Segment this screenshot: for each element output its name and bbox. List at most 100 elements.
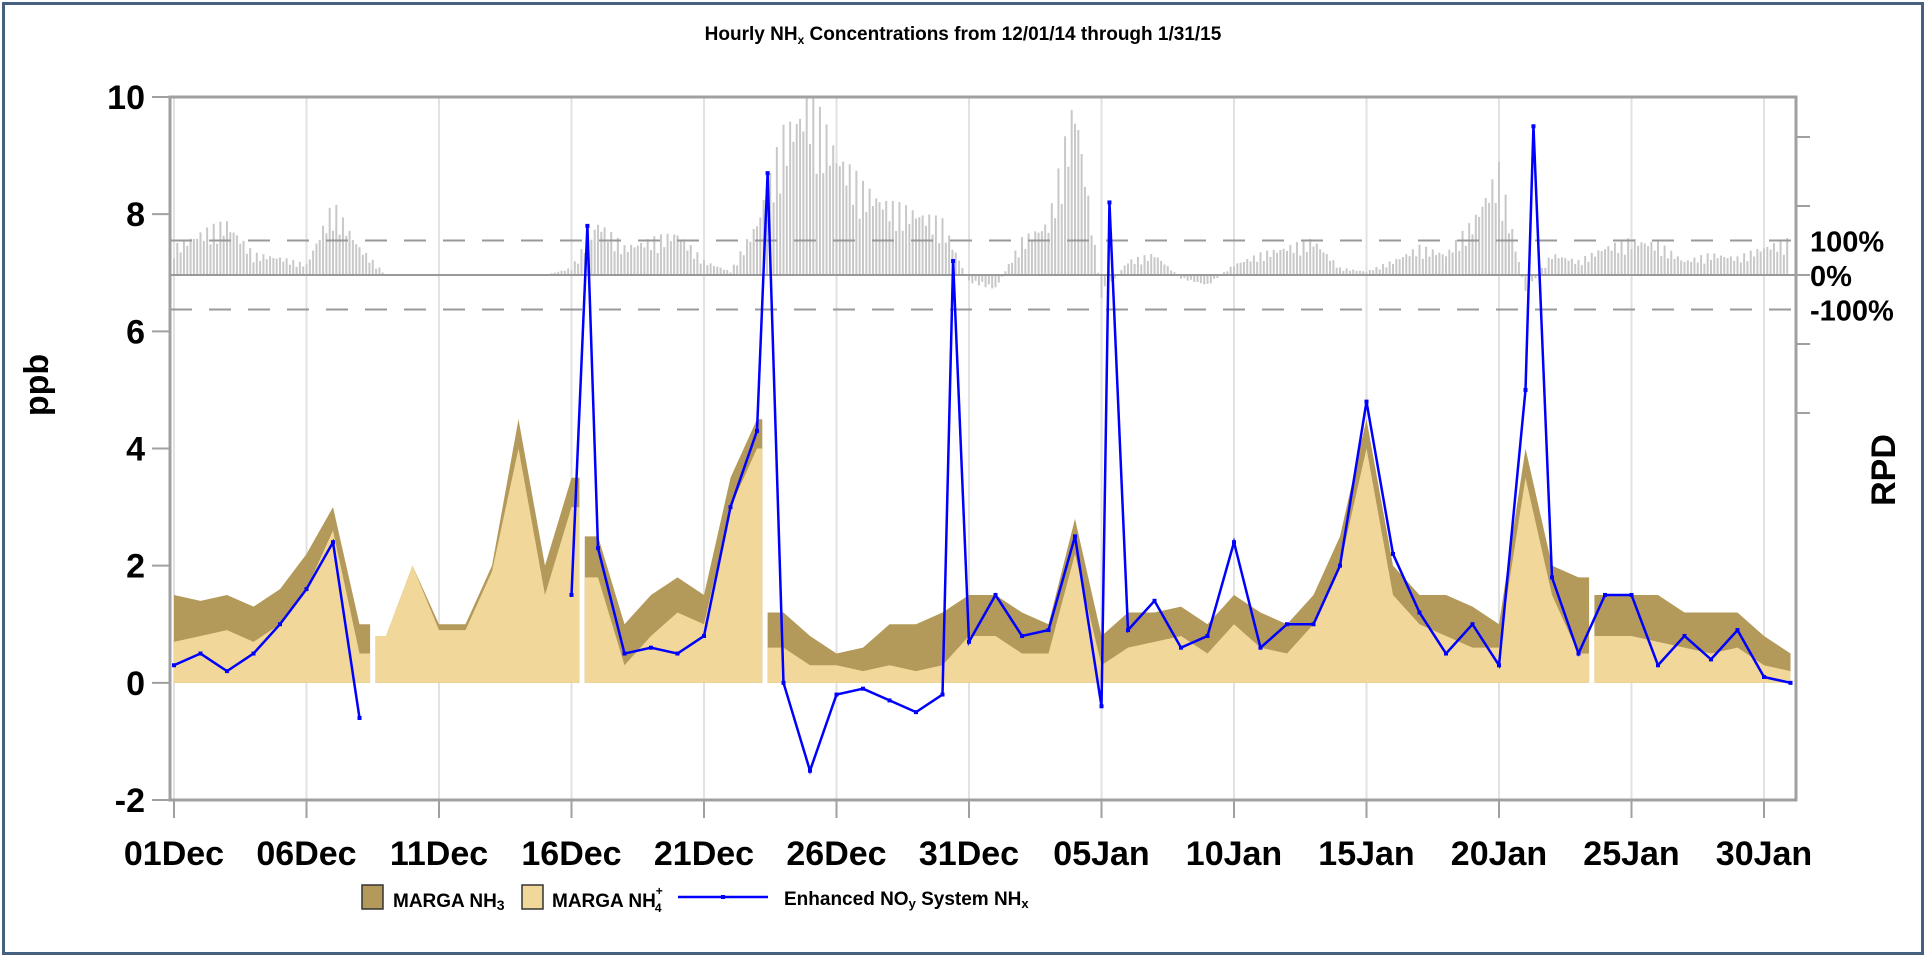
nhx-point xyxy=(1497,663,1501,668)
nhx-point xyxy=(1629,592,1634,597)
nhx-point xyxy=(1046,628,1051,633)
nhx-point xyxy=(808,768,812,773)
x-tick-label: 21Dec xyxy=(654,835,754,873)
legend-swatch-nh4 xyxy=(521,884,544,910)
y-tick-label: 2 xyxy=(126,548,145,586)
nhx-point xyxy=(914,710,918,715)
nhx-point xyxy=(675,651,680,656)
legend: MARGA NH3 MARGA NH+ 4 Enhanced NOy System N… xyxy=(361,884,1029,915)
nhx-point xyxy=(834,692,839,697)
legend-swatch-nh3 xyxy=(361,884,384,910)
legend-label-nhx: Enhanced NOy System NHx xyxy=(784,889,1029,911)
rpd-bars xyxy=(173,97,1789,298)
nhx-point xyxy=(702,633,706,638)
nhx-point xyxy=(1391,551,1395,556)
x-tick-label: 01Dec xyxy=(124,835,224,873)
nhx-point xyxy=(1232,540,1236,545)
nhx-point xyxy=(251,651,256,656)
nhx-point xyxy=(622,651,627,656)
x-tick-label: 06Dec xyxy=(256,835,356,873)
nhx-point xyxy=(649,645,653,650)
nhx-line xyxy=(172,124,1793,775)
x-tick-label: 20Jan xyxy=(1451,835,1547,873)
nhx-point xyxy=(596,546,600,551)
x-tick-label: 25Jan xyxy=(1583,835,1679,873)
nhx-point xyxy=(755,428,759,433)
x-tick-label: 05Jan xyxy=(1053,835,1149,873)
nhx-point xyxy=(1258,645,1263,650)
nhx-point xyxy=(1444,651,1448,656)
nhx-point xyxy=(1338,563,1342,568)
rpd-reference-lines xyxy=(170,239,1796,311)
nhx-point xyxy=(585,223,590,228)
nhx-point xyxy=(1285,622,1289,627)
nhx-point xyxy=(1311,622,1316,627)
nhx-point xyxy=(198,651,203,656)
y-tick-label: 10 xyxy=(107,79,145,117)
nhx-point xyxy=(304,587,309,592)
y-tick-label: 8 xyxy=(126,196,145,234)
nhx-point xyxy=(1656,663,1660,668)
nhx-point xyxy=(1603,592,1607,597)
nhx-point xyxy=(278,622,282,627)
y2-tick-label: -100% xyxy=(1810,296,1894,328)
nhx-point xyxy=(1788,680,1793,685)
y-tick-label: 4 xyxy=(126,431,145,469)
y2-axis-label: RPD xyxy=(1865,434,1903,506)
marga-nh4-area xyxy=(174,448,1791,683)
legend-marker-nhx xyxy=(721,895,725,899)
nhx-point xyxy=(1470,622,1475,627)
nhx-point xyxy=(1576,651,1581,656)
nhx-point xyxy=(172,663,176,668)
nhx-point xyxy=(1762,674,1766,679)
nhx-point xyxy=(1073,534,1077,539)
nhx-point xyxy=(1417,610,1422,615)
nhx-point xyxy=(357,715,362,720)
nhx-point xyxy=(1205,633,1210,638)
y-tick-label: -2 xyxy=(115,782,145,820)
x-tick-label: 15Jan xyxy=(1318,835,1414,873)
nhx-point xyxy=(887,698,892,703)
nhx-point xyxy=(728,505,733,510)
nhx-point xyxy=(1099,704,1104,709)
nhx-series-line xyxy=(173,126,1791,775)
x-tick-label: 31Dec xyxy=(919,835,1019,873)
nhx-point xyxy=(940,692,945,697)
nhx-point xyxy=(225,669,229,674)
nhx-point xyxy=(993,592,998,597)
legend-label-nh3: MARGA NH3 xyxy=(393,891,505,913)
y-axis-label: ppb xyxy=(18,354,56,416)
axes: -2 0 2 4 6 8 10 100%0%-100% 01Dec 06Dec 11Dec 16Dec… xyxy=(107,79,1894,873)
y-tick-label: 0 xyxy=(126,665,145,703)
y-tick-label: 6 xyxy=(126,313,145,351)
y2-tick-label: 0% xyxy=(1810,261,1852,293)
nhx-point xyxy=(861,686,865,691)
legend-label-nh4: MARGA NH+ 4 xyxy=(552,884,663,915)
marga-areas xyxy=(174,419,1791,683)
nhx-point xyxy=(331,540,335,545)
chart-title: Hourly NHx Concentrations from 12/01/14 … xyxy=(705,24,1222,47)
x-tick-label: 11Dec xyxy=(390,835,488,873)
nhx-point xyxy=(1179,645,1183,650)
nhx-point xyxy=(1550,575,1554,580)
nhx-point xyxy=(1020,633,1024,638)
x-tick-label: 10Jan xyxy=(1186,835,1282,873)
x-tick-label: 30Jan xyxy=(1716,835,1812,873)
nhx-point xyxy=(569,592,574,597)
y2-tick-label: 100% xyxy=(1810,227,1884,259)
nhx-point xyxy=(951,259,956,264)
nhx-point xyxy=(1523,387,1528,392)
x-tick-label: 26Dec xyxy=(786,835,886,873)
nhx-point xyxy=(1364,399,1369,404)
plot-frame xyxy=(168,95,1798,802)
nhx-point xyxy=(1531,124,1536,129)
nhx-point xyxy=(1107,200,1112,205)
x-tick-label: 16Dec xyxy=(521,835,621,873)
nhx-point xyxy=(765,171,770,176)
nhx-point xyxy=(1152,598,1157,603)
nhx-point xyxy=(781,680,786,685)
nhx-point xyxy=(1709,657,1713,662)
nhx-point xyxy=(967,639,971,644)
